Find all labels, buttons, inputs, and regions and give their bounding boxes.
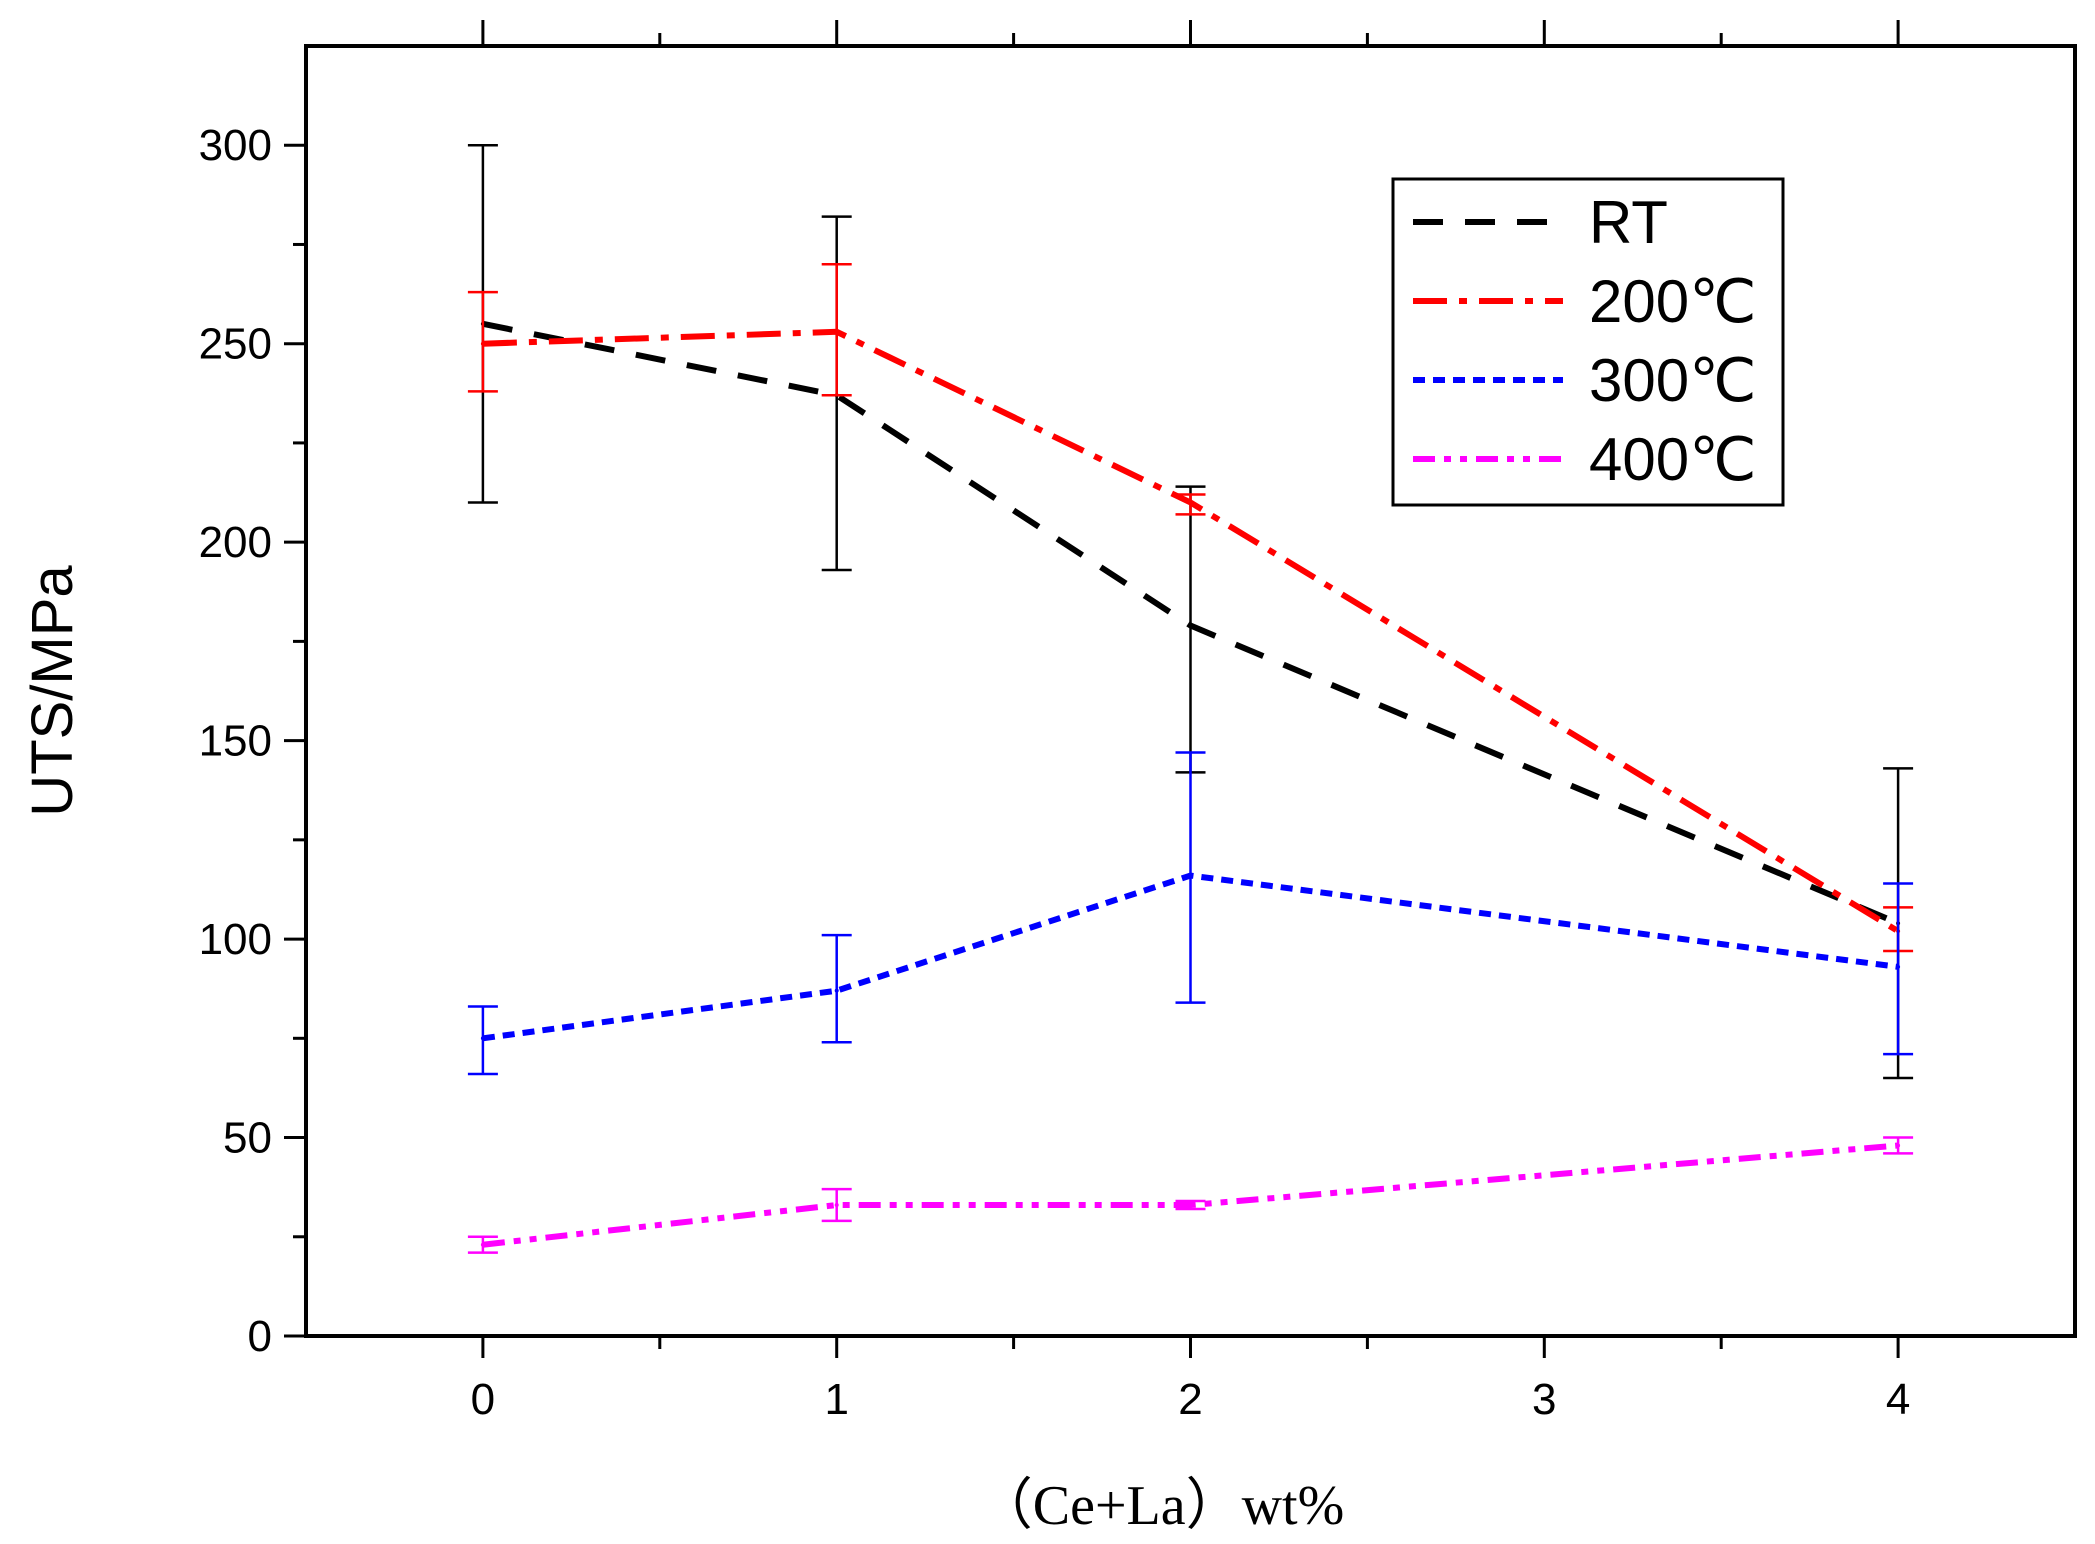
series-line-300℃	[482, 872, 1899, 1042]
x-tick-label: 2	[1178, 1375, 1202, 1424]
data-point-400℃	[1896, 1143, 1901, 1148]
data-point-300℃	[1188, 873, 1193, 878]
x-axis-title: （Ce+La）wt%	[977, 1475, 1345, 1537]
legend-box	[1391, 177, 1785, 507]
data-point-200℃	[1188, 500, 1193, 505]
y-tick-label: 300	[199, 121, 272, 170]
legend-label: 200℃	[1589, 268, 1757, 335]
data-point-300℃	[1896, 964, 1901, 969]
x-tick-label: 0	[471, 1375, 495, 1424]
data-point-400℃	[1188, 1203, 1193, 1208]
data-point-400℃	[834, 1203, 839, 1208]
legend-label: 300℃	[1589, 347, 1757, 414]
x-tick-label: 3	[1532, 1375, 1556, 1424]
series-line-200℃	[482, 328, 1900, 934]
legend-label: RT	[1589, 189, 1668, 256]
data-point-300℃	[480, 1036, 485, 1041]
data-point-RT	[1188, 623, 1193, 628]
y-tick-label: 250	[199, 320, 272, 369]
y-tick-label: 0	[248, 1312, 272, 1361]
y-tick-label: 200	[199, 518, 272, 567]
data-point-200℃	[834, 329, 839, 334]
y-tick-label: 100	[199, 915, 272, 964]
x-tick-label: 4	[1886, 1375, 1910, 1424]
series-line-400℃	[482, 1142, 1899, 1248]
y-axis-title: UTS/MPa	[20, 565, 85, 817]
y-tick-label: 50	[223, 1114, 272, 1163]
data-point-200℃	[480, 341, 485, 346]
series-line-RT	[482, 320, 1900, 926]
y-tick-label: 150	[199, 717, 272, 766]
data-point-300℃	[834, 988, 839, 993]
data-point-400℃	[480, 1242, 485, 1247]
legend-label: 400℃	[1589, 426, 1757, 493]
x-tick-label: 1	[824, 1375, 848, 1424]
